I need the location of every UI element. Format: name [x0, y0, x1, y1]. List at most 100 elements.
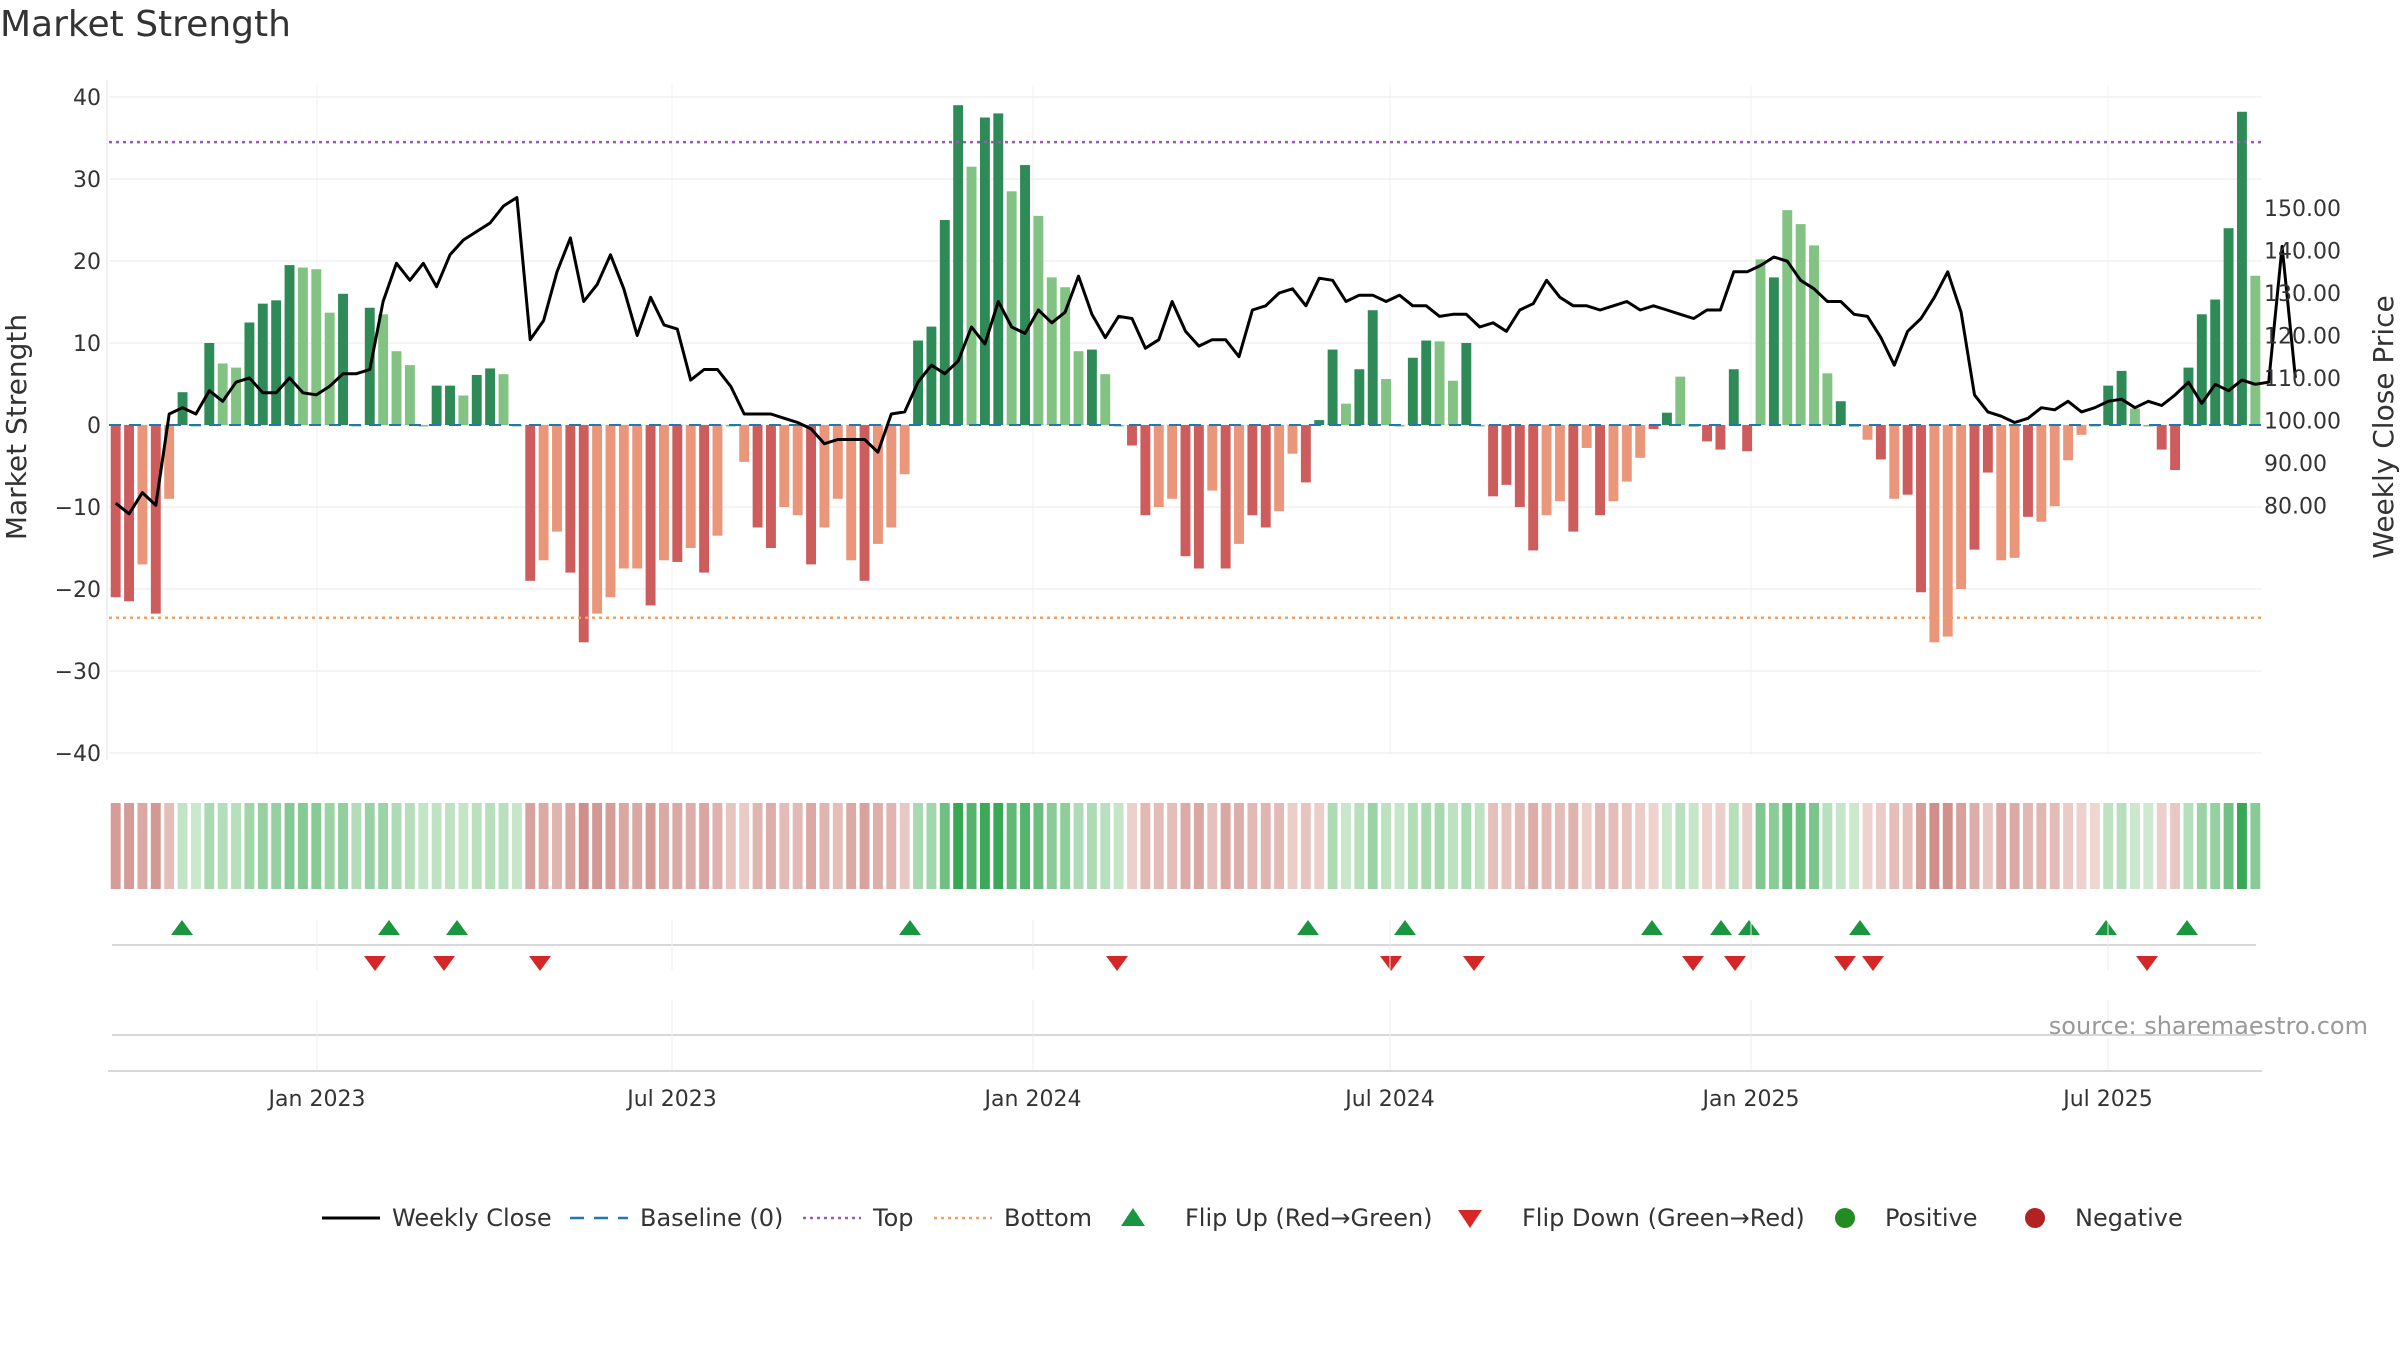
strength-bar — [1514, 425, 1525, 507]
strength-bar — [297, 267, 308, 425]
heat-cell — [284, 803, 295, 889]
y-tick-label-left: 10 — [73, 332, 101, 357]
x-tick-label: Jul 2024 — [1343, 1087, 1435, 1112]
heat-cell — [164, 803, 175, 889]
heat-cell — [1621, 803, 1632, 889]
lower-panel — [108, 1000, 2262, 1072]
strength-bar — [1661, 412, 1672, 425]
heat-cell — [297, 803, 308, 889]
heat-cell — [712, 803, 723, 889]
heat-cell — [150, 803, 161, 889]
heat-cell — [1568, 803, 1579, 889]
legend-label: Bottom — [1004, 1204, 1092, 1232]
strength-bar — [378, 314, 389, 425]
heat-cell — [538, 803, 549, 889]
strength-bar — [1407, 357, 1418, 425]
axes: −40 −30 −20 −10 0 10 20 30 40 80.00 90.00 100.00 110… — [55, 80, 2341, 1112]
strength-bar — [565, 425, 576, 573]
strength-bar — [712, 425, 723, 536]
strength-bar — [1020, 165, 1030, 425]
strength-bar — [445, 385, 455, 425]
y-tick-label-right: 140.00 — [2264, 240, 2341, 265]
strength-bar — [779, 425, 790, 507]
legend-label: Flip Up (Red→Green) — [1185, 1204, 1433, 1232]
strength-bar — [1916, 425, 1926, 593]
strength-bars — [110, 105, 2261, 643]
heat-cell — [1274, 803, 1285, 889]
strength-bar — [993, 113, 1004, 426]
heat-cell — [1648, 803, 1659, 889]
heat-cell — [2089, 803, 2100, 889]
heat-cell — [1675, 803, 1686, 889]
heat-cell — [1434, 803, 1445, 889]
heat-cell — [1835, 803, 1846, 889]
heat-cell — [1234, 803, 1244, 889]
strength-bar — [1782, 210, 1793, 425]
flip-down-marker — [1682, 956, 1704, 971]
strength-bar — [1153, 425, 1164, 507]
heat-cell — [1541, 803, 1552, 889]
strength-bar — [699, 425, 710, 573]
strength-bar — [1809, 245, 1819, 425]
heat-cell — [1822, 803, 1833, 889]
heat-cell — [739, 803, 750, 889]
heat-cell — [1153, 803, 1164, 889]
strength-bar — [1501, 425, 1512, 485]
y-axis-label-left: Market Strength — [0, 314, 33, 540]
strength-bar — [1354, 369, 1365, 425]
flip-up-marker — [1849, 920, 1871, 935]
strength-bar — [1073, 351, 1084, 425]
heat-cell — [1180, 803, 1191, 889]
heat-cell — [1916, 803, 1926, 889]
heat-cell — [1381, 803, 1392, 889]
heat-cell — [752, 803, 763, 889]
strength-bar — [150, 425, 161, 614]
flip-down-marker — [1724, 956, 1746, 971]
heat-cell — [1902, 803, 1913, 889]
strength-bar — [792, 425, 803, 516]
strength-bar — [1274, 425, 1285, 512]
strength-bar — [2196, 314, 2207, 425]
strength-bar — [1956, 425, 1967, 589]
legend-item: Bottom — [934, 1204, 1092, 1232]
strength-bar — [311, 269, 322, 425]
y-tick-label-left: −40 — [55, 742, 101, 767]
heat-cell — [565, 803, 576, 889]
legend-swatch — [1121, 1208, 1145, 1226]
heat-cell — [1100, 803, 1111, 889]
heat-cell — [271, 803, 282, 889]
heat-cell — [1300, 803, 1311, 889]
strength-bar — [1421, 340, 1432, 425]
strength-bar — [1086, 349, 1097, 425]
strength-bar — [485, 368, 496, 425]
heat-cell — [1742, 803, 1753, 889]
heat-cell — [2183, 803, 2194, 889]
flip-down-marker — [1380, 956, 1402, 971]
heat-cell — [1929, 803, 1940, 889]
heat-cell — [659, 803, 669, 889]
heat-cell — [244, 803, 255, 889]
strength-bar — [1635, 425, 1646, 458]
heat-cell — [2156, 803, 2167, 889]
heat-cell — [1635, 803, 1646, 889]
heat-cell — [1207, 803, 1218, 889]
legend-label: Baseline (0) — [640, 1204, 783, 1232]
strength-bar — [926, 326, 937, 425]
flip-down-marker — [1834, 956, 1856, 971]
strength-bar — [2103, 385, 2114, 425]
x-tick-label: Jul 2023 — [625, 1087, 717, 1112]
y-axis-label-right: Weekly Close Price — [2367, 295, 2400, 558]
strength-bar — [1755, 259, 1766, 425]
legend-item: Weekly Close — [322, 1204, 552, 1232]
heat-cell — [939, 803, 950, 889]
heat-cell — [1554, 803, 1565, 889]
flip-up-marker — [1394, 920, 1416, 935]
strength-bar — [2009, 425, 2020, 558]
strength-bar — [859, 425, 870, 581]
heat-cell — [1086, 803, 1097, 889]
y-tick-label-left: 0 — [87, 414, 101, 439]
heat-cell — [1327, 803, 1338, 889]
strength-bar — [1621, 425, 1632, 482]
strength-bar — [1287, 425, 1298, 454]
heat-cell — [1367, 803, 1378, 889]
